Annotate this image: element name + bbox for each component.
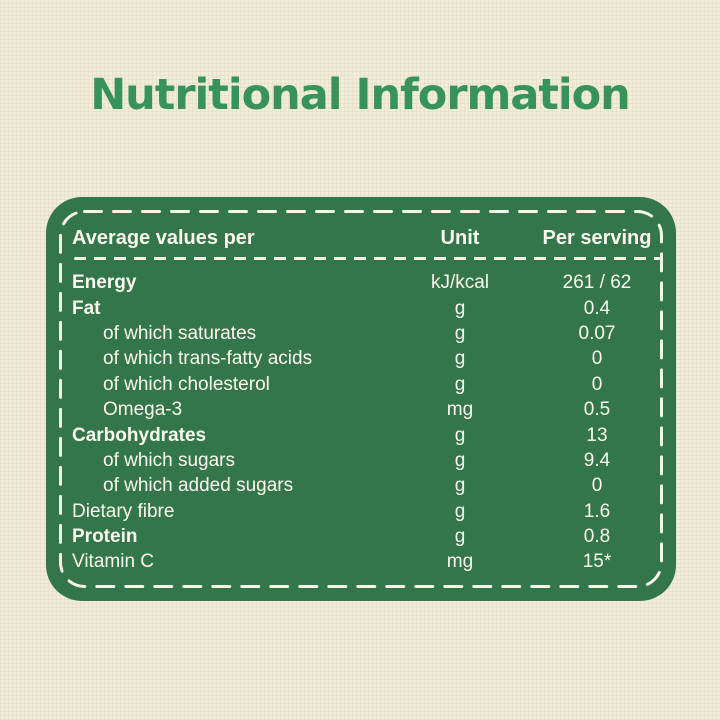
row-value: 9.4 xyxy=(583,449,611,471)
table-row: of which added sugars g 0 xyxy=(72,473,664,498)
row-value: 15* xyxy=(582,551,612,573)
header-separator-dashed-line xyxy=(74,257,660,260)
row-label: of which trans-fatty acids xyxy=(103,348,313,370)
row-unit: g xyxy=(454,526,466,548)
table-row: Fat g 0.4 xyxy=(72,295,664,320)
row-unit: g xyxy=(454,424,466,446)
row-unit: g xyxy=(454,297,466,319)
row-unit: mg xyxy=(446,551,474,573)
row-value: 261 / 62 xyxy=(562,272,632,294)
header-per-serving: Per serving xyxy=(542,227,652,249)
row-label: of which saturates xyxy=(103,322,257,344)
table-row: Protein g 0.8 xyxy=(72,524,664,549)
row-label: Omega-3 xyxy=(103,399,183,421)
row-value: 0 xyxy=(591,348,603,370)
table-row: Energy kJ/kcal 261 / 62 xyxy=(72,270,664,295)
table-row: of which cholesterol g 0 xyxy=(72,372,664,397)
row-unit: g xyxy=(454,373,466,395)
row-value: 0.5 xyxy=(583,399,611,421)
table-row: Omega-3 mg 0.5 xyxy=(72,397,664,422)
nutrition-table: Average values per Unit Per serving Ener… xyxy=(46,197,676,575)
row-value: 0.8 xyxy=(583,526,611,548)
row-unit: g xyxy=(454,500,466,522)
table-row: Carbohydrates g 13 xyxy=(72,422,664,447)
table-row: Vitamin C mg 15* xyxy=(72,549,664,574)
row-label: Carbohydrates xyxy=(72,424,207,446)
header-unit: Unit xyxy=(440,227,480,249)
row-unit: g xyxy=(454,475,466,497)
row-value: 0 xyxy=(591,475,603,497)
row-unit: g xyxy=(454,348,466,370)
table-body: Energy kJ/kcal 261 / 62 Fat g 0.4 of whi… xyxy=(72,270,664,575)
row-value: 0.4 xyxy=(583,297,611,319)
row-label: Protein xyxy=(72,526,138,548)
table-row: of which trans-fatty acids g 0 xyxy=(72,346,664,371)
table-row: Dietary fibre g 1.6 xyxy=(72,499,664,524)
row-label: of which added sugars xyxy=(103,475,294,497)
row-value: 0 xyxy=(591,373,603,395)
row-unit: mg xyxy=(446,399,474,421)
row-label: Fat xyxy=(72,297,101,319)
table-row: of which saturates g 0.07 xyxy=(72,321,664,346)
row-label: Energy xyxy=(72,272,137,294)
row-label: of which cholesterol xyxy=(103,373,270,395)
row-value: 0.07 xyxy=(578,322,616,344)
nutrition-panel: Average values per Unit Per serving Ener… xyxy=(46,197,676,601)
table-row: of which sugars g 9.4 xyxy=(72,448,664,473)
row-unit: g xyxy=(454,322,466,344)
row-unit: kJ/kcal xyxy=(430,272,490,294)
header-average-values: Average values per xyxy=(72,227,255,249)
row-value: 13 xyxy=(586,424,608,446)
row-unit: g xyxy=(454,449,466,471)
table-header-row: Average values per Unit Per serving xyxy=(72,223,664,253)
page-title: Nutritional Information xyxy=(90,70,631,120)
row-label: Dietary fibre xyxy=(72,500,175,522)
row-label: Vitamin C xyxy=(72,551,155,573)
row-label: of which sugars xyxy=(103,449,236,471)
row-value: 1.6 xyxy=(583,500,611,522)
